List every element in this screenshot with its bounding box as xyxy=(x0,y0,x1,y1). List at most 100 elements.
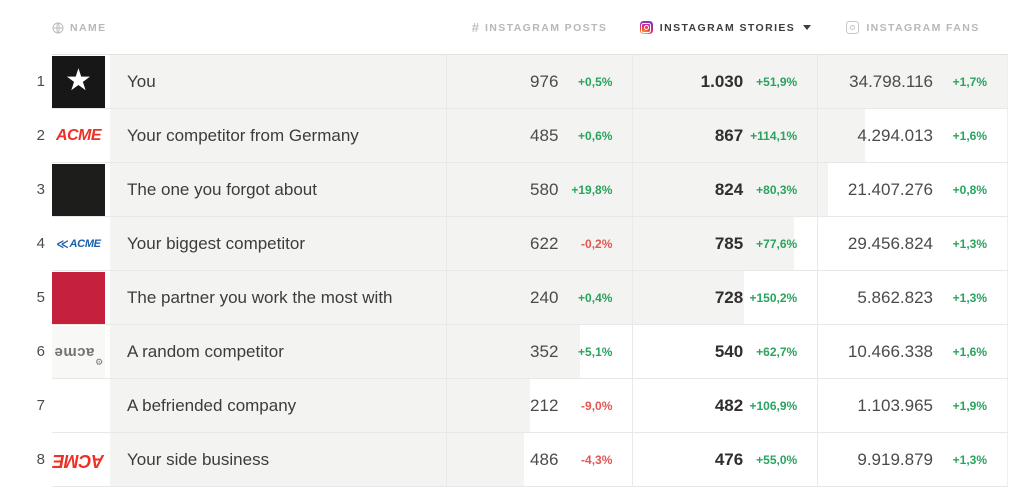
row-content: Your side business 486 -4,3% 476 +55,0% … xyxy=(110,433,1008,487)
value-bar xyxy=(110,433,525,487)
table-header: NAME # INSTAGRAM POSTS INSTAGRAM STORIES… xyxy=(0,0,1024,55)
fans-value: 34.798.116 xyxy=(849,72,933,91)
company-name: Your side business xyxy=(127,450,270,469)
fans-value: 21.407.276 xyxy=(847,180,933,199)
column-label: INSTAGRAM POSTS xyxy=(484,21,608,34)
fans-cell: 4.294.013 +1,6% xyxy=(817,109,1007,163)
company-logo: ACME xyxy=(52,434,105,486)
column-label: INSTAGRAM FANS xyxy=(866,21,980,34)
posts-change: -9,0% xyxy=(581,399,613,413)
table-row[interactable]: 1 ★ You 976 +0,5% 1.030 +51,9% 34.798.11… xyxy=(0,55,1024,109)
stories-change: +62,7% xyxy=(756,345,798,359)
stories-change: +80,3% xyxy=(756,183,798,197)
column-label: NAME xyxy=(70,21,107,34)
fans-cell: 34.798.116 +1,7% xyxy=(817,55,1007,109)
posts-value: 212 xyxy=(530,396,559,415)
table-row[interactable]: 8 ACME Your side business 486 -4,3% 476 … xyxy=(0,433,1024,487)
instagram-icon xyxy=(639,21,653,34)
fans-cell: 5.862.823 +1,3% xyxy=(817,271,1007,325)
stories-cell: 728 +150,2% xyxy=(632,271,817,325)
company-name: You xyxy=(127,72,156,91)
rank-number: 7 xyxy=(36,397,45,414)
company-name: A random competitor xyxy=(127,342,284,361)
company-name: Your competitor from Germany xyxy=(127,126,359,145)
value-bar xyxy=(110,217,794,271)
column-header-instagram-posts[interactable]: # INSTAGRAM POSTS xyxy=(446,0,633,55)
posts-value: 580 xyxy=(530,180,559,199)
stories-value: 540 xyxy=(714,342,744,361)
value-bar xyxy=(110,271,745,325)
rank-number: 5 xyxy=(36,289,45,306)
company-logo: ★ xyxy=(52,56,105,108)
row-content: You 976 +0,5% 1.030 +51,9% 34.798.116 +1… xyxy=(110,55,1008,109)
posts-value: 485 xyxy=(530,126,559,145)
fans-change: +1,3% xyxy=(952,453,987,467)
posts-change: -0,2% xyxy=(581,237,613,251)
table-row[interactable]: 3 The one you forgot about 580 +19,8% 82… xyxy=(0,163,1024,217)
fans-change: +1,7% xyxy=(952,75,987,89)
posts-cell: 212 -9,0% xyxy=(445,379,633,433)
stories-cell: 1.030 +51,9% xyxy=(632,55,817,109)
table-row[interactable]: 4 ≪ ACME Your biggest competitor 622 -0,… xyxy=(0,217,1024,271)
rank-number: 4 xyxy=(36,235,45,252)
posts-change: +0,4% xyxy=(578,291,613,305)
fans-cell: 29.456.824 +1,3% xyxy=(817,217,1007,271)
logo-text: ACME xyxy=(69,238,102,250)
table-row[interactable]: 5 The partner you work the most with 240… xyxy=(0,271,1024,325)
instagram-icon xyxy=(846,21,860,34)
logo-text: ACME xyxy=(53,450,104,471)
fans-change: +0,8% xyxy=(952,183,987,197)
posts-cell: 622 -0,2% xyxy=(445,217,633,271)
stories-change: +77,6% xyxy=(756,237,798,251)
posts-change: +0,5% xyxy=(578,75,613,89)
fans-cell: 1.103.965 +1,9% xyxy=(817,379,1007,433)
row-content: The partner you work the most with 240 +… xyxy=(110,271,1008,325)
table-row[interactable]: 7 A befriended company 212 -9,0% 482 +10… xyxy=(0,379,1024,433)
company-logo xyxy=(52,164,105,216)
stories-cell: 476 +55,0% xyxy=(632,433,817,487)
posts-change: +5,1% xyxy=(578,345,613,359)
company-logo: acme ⚙ xyxy=(52,326,105,378)
posts-cell: 352 +5,1% xyxy=(445,325,633,379)
stories-value: 1.030 xyxy=(700,72,744,91)
row-content: Your competitor from Germany 485 +0,6% 8… xyxy=(110,109,1008,163)
column-header-name[interactable]: NAME xyxy=(52,0,107,55)
row-content: A random competitor 352 +5,1% 540 +62,7%… xyxy=(110,325,1008,379)
company-logo: ACME xyxy=(52,110,105,162)
fans-change: +1,3% xyxy=(952,237,987,251)
column-header-instagram-fans[interactable]: INSTAGRAM FANS xyxy=(818,0,1008,55)
fans-change: +1,3% xyxy=(952,291,987,305)
table-row[interactable]: 6 acme ⚙ A random competitor 352 +5,1% 5… xyxy=(0,325,1024,379)
hash-icon: # xyxy=(471,20,479,35)
fans-cell: 10.466.338 +1,6% xyxy=(817,325,1007,379)
globe-icon xyxy=(52,22,64,34)
logo-gear-icon: ⚙ xyxy=(95,357,104,367)
stories-cell: 867 +114,1% xyxy=(632,109,817,163)
fans-value: 5.862.823 xyxy=(857,288,933,307)
stories-cell: 482 +106,9% xyxy=(632,379,817,433)
value-bar xyxy=(110,109,866,163)
stories-value: 867 xyxy=(714,126,744,145)
posts-change: +19,8% xyxy=(571,183,613,197)
rank-number: 6 xyxy=(36,343,45,360)
fans-change: +1,9% xyxy=(952,399,987,413)
column-header-instagram-stories[interactable]: INSTAGRAM STORIES xyxy=(633,0,818,55)
fans-cell: 9.919.879 +1,3% xyxy=(817,433,1007,487)
sort-caret-icon xyxy=(803,25,812,30)
fans-value: 4.294.013 xyxy=(857,126,933,145)
value-bar xyxy=(110,325,581,379)
column-label: INSTAGRAM STORIES xyxy=(659,21,796,34)
fans-value: 9.919.879 xyxy=(857,450,933,469)
fans-value: 1.103.965 xyxy=(857,396,933,415)
stories-cell: 540 +62,7% xyxy=(632,325,817,379)
posts-value: 486 xyxy=(530,450,559,469)
table-row[interactable]: 2 ACME Your competitor from Germany 485 … xyxy=(0,109,1024,163)
stories-cell: 824 +80,3% xyxy=(632,163,817,217)
value-bar xyxy=(110,55,1007,109)
logo-swoosh-icon: ≪ xyxy=(56,237,69,251)
posts-cell: 486 -4,3% xyxy=(445,433,633,487)
row-content: Your biggest competitor 622 -0,2% 785 +7… xyxy=(110,217,1008,271)
stories-change: +106,9% xyxy=(749,399,798,413)
posts-value: 976 xyxy=(530,72,559,91)
posts-value: 352 xyxy=(530,342,559,361)
